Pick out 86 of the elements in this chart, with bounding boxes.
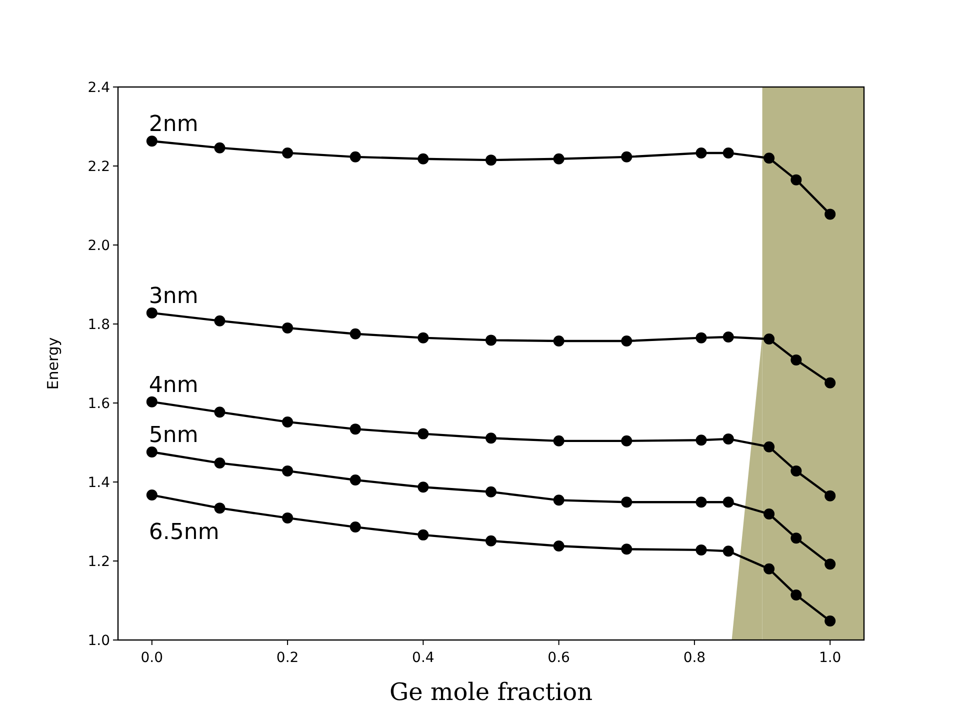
y-tick-label: 1.2 [88,554,110,570]
point [764,441,775,452]
point [418,428,429,440]
x-tick-label: 0.2 [276,650,299,666]
point [146,490,158,501]
point [824,208,836,220]
point [824,616,836,627]
point [790,589,802,600]
point [282,147,294,158]
y-axis-title: Energy [44,337,62,390]
y-tick-label: 2.0 [88,238,110,254]
point [418,482,429,493]
x-axis-title: Ge mole fraction [389,678,593,706]
point [696,332,707,344]
y-tick-label: 1.8 [88,317,110,333]
series-label: 3nm [148,284,198,309]
point [790,174,802,186]
point [486,432,496,444]
series-label: 4nm [148,372,198,398]
point [790,532,802,544]
point [553,335,564,346]
point [553,494,564,506]
point [282,416,294,428]
point [824,490,836,502]
point [214,458,226,469]
point [214,406,226,418]
point [282,465,294,476]
point [696,434,707,446]
y-tick-label: 1.0 [88,633,110,649]
point [696,496,707,508]
point [282,512,294,524]
point [486,154,496,166]
point [621,435,632,446]
point [553,153,564,164]
point [214,315,226,326]
point [621,496,632,508]
point [146,396,158,408]
point [350,151,361,162]
point [418,332,429,344]
point [621,335,632,346]
point [214,502,226,514]
point [696,147,707,158]
point [696,544,707,556]
point [146,307,158,318]
point [621,544,632,555]
series-label: 5nm [148,422,198,448]
point [214,142,226,154]
point [722,433,734,444]
point [722,496,734,508]
x-tick-label: 0.4 [412,650,434,666]
x-tick-label: 0.0 [140,650,164,666]
point [350,328,361,340]
y-tick-label: 1.4 [88,475,110,491]
point [621,151,632,162]
point [350,424,361,435]
y-tick-label: 2.2 [88,159,110,175]
y-tick-label: 1.6 [88,396,110,412]
point [764,508,775,520]
series-label: 2nm [148,112,198,138]
point [553,435,564,446]
point [350,522,361,533]
point [146,446,158,458]
x-tick-label: 0.6 [548,650,570,666]
point [722,332,734,343]
point [350,474,361,486]
point [486,334,496,346]
series-label: 6.5nm [148,520,220,546]
x-tick-label: 0.8 [683,650,706,666]
point [790,354,802,366]
point [282,322,294,334]
x-tick-label: 1.0 [818,650,842,666]
point [418,153,429,164]
point [418,529,429,540]
y-tick-label: 2.4 [88,80,110,96]
point [722,147,734,158]
point [486,535,496,546]
point [824,377,836,388]
point [824,558,836,570]
point [764,152,775,164]
point [764,563,775,574]
point [486,486,496,498]
point [722,546,734,557]
point [553,540,564,552]
point [146,136,158,147]
point [790,465,802,476]
point [764,334,775,345]
